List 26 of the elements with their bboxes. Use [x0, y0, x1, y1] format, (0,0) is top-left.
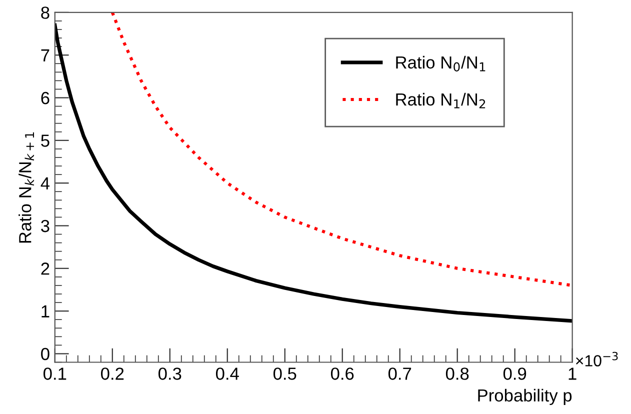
x-tick-label: 0.6	[330, 368, 354, 380]
y-tick-label: 7	[41, 49, 50, 62]
x-tick-label: 0.7	[388, 368, 412, 380]
line-series	[54, 23, 572, 323]
y-tick-label: 5	[41, 134, 50, 147]
line-series	[110, 12, 572, 287]
legend-label: Ratio N$_{0}$/N$_{1}$	[396, 56, 486, 72]
y-tick-label: 3	[41, 220, 50, 232]
legend-label: Ratio N$_{1}$/N$_{2}$	[396, 92, 486, 108]
x-tick-label: 0.1	[44, 368, 66, 380]
y-tick-label: 8	[41, 6, 50, 19]
y-axis-title: Ratio N$_{k}$/N$_{k+1}$	[18, 132, 34, 243]
x-tick-label: 0.4	[216, 368, 239, 380]
x-tick-label: 0.8	[446, 368, 469, 380]
x-axis-title: Probability p	[478, 388, 572, 406]
y-tick-label: 0	[41, 348, 50, 360]
y-tick-label: 1	[42, 305, 50, 318]
text: ×10$^{−3}$	[576, 352, 618, 366]
x-tick-label: 1	[568, 368, 576, 380]
x-tick-label: 0.2	[101, 368, 124, 380]
x-tick-label: 0.9	[503, 368, 526, 380]
y-tick-label: 4	[40, 177, 50, 190]
y-tick-label: 2	[41, 262, 50, 275]
y-tick-label: 6	[41, 92, 50, 104]
x-tick-label: 0.3	[158, 368, 182, 380]
x-tick-label: 0.5	[273, 368, 296, 380]
